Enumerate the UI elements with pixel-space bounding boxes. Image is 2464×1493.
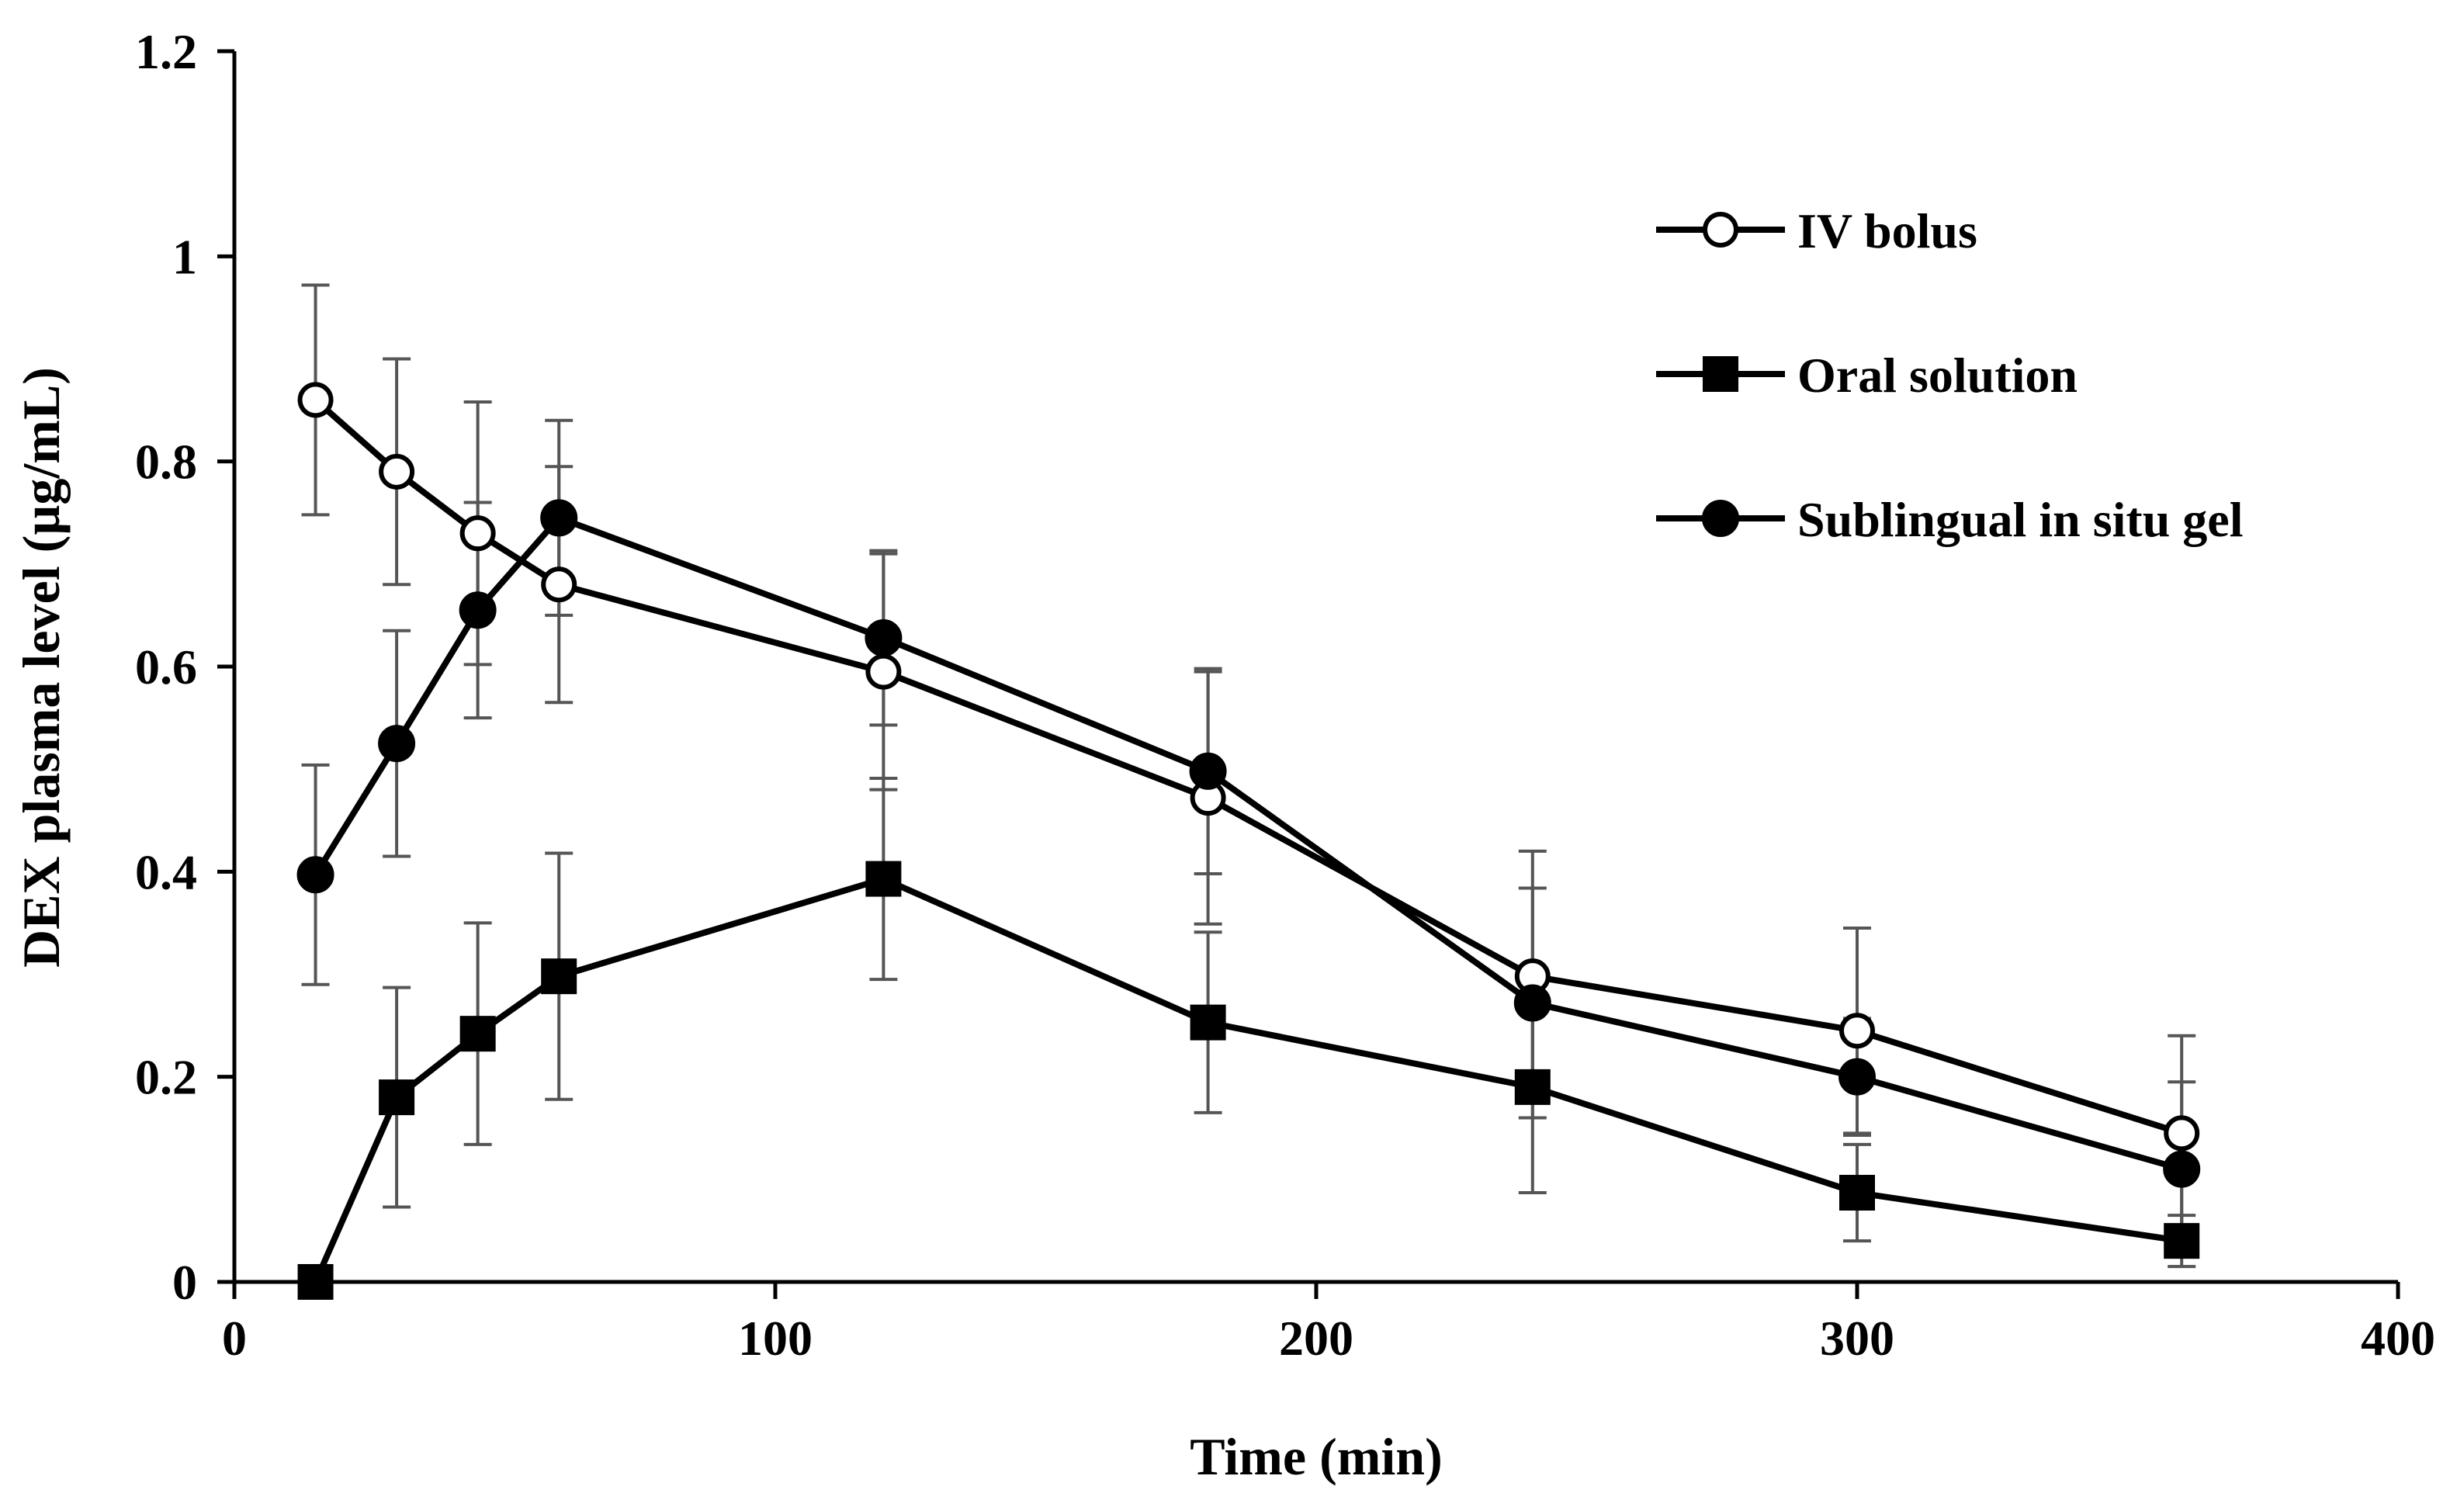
legend: IV bolus Oral solution Sublingual in situ … bbox=[1656, 203, 2243, 547]
data-point-sublingual-in-situ-gel bbox=[540, 499, 578, 537]
data-point-iv-bolus bbox=[379, 453, 415, 490]
data-point-iv-bolus bbox=[541, 566, 577, 603]
x-tick-label: 400 bbox=[2361, 1311, 2435, 1366]
data-point-sublingual-in-situ-gel bbox=[865, 618, 903, 656]
legend-label: Sublingual in situ gel bbox=[1797, 492, 2243, 547]
data-point-iv-bolus bbox=[1839, 1013, 1875, 1049]
legend-label: IV bolus bbox=[1797, 203, 1977, 258]
data-point-oral-solution bbox=[1514, 1069, 1551, 1105]
data-point-sublingual-in-situ-gel bbox=[459, 591, 497, 629]
series-line-sublingual-in-situ-gel bbox=[313, 514, 2183, 1173]
axes: 0 0.2 0.4 0.6 0.8 1 1.2 0 100 200 300 400 bbox=[135, 24, 2435, 1366]
data-point-sublingual-in-situ-gel bbox=[1189, 752, 1227, 790]
data-point-oral-solution bbox=[865, 861, 902, 897]
data-point-oral-solution bbox=[1190, 1004, 1226, 1041]
legend-marker bbox=[1703, 212, 1738, 248]
data-point-oral-solution bbox=[2164, 1223, 2200, 1259]
x-ticks: 0 100 200 300 400 bbox=[222, 1282, 2435, 1366]
y-ticks: 0 0.2 0.4 0.6 0.8 1 1.2 bbox=[135, 24, 234, 1310]
data-point-sublingual-in-situ-gel bbox=[296, 856, 334, 894]
data-point-sublingual-in-situ-gel bbox=[2163, 1150, 2201, 1188]
data-point-sublingual-in-situ-gel bbox=[1513, 984, 1551, 1022]
y-tick-label: 1.2 bbox=[135, 24, 197, 79]
x-tick-label: 100 bbox=[738, 1311, 813, 1366]
y-tick-label: 1 bbox=[172, 229, 197, 284]
x-tick-label: 300 bbox=[1820, 1311, 1894, 1366]
legend-label: Oral solution bbox=[1797, 348, 2078, 403]
data-point-iv-bolus bbox=[865, 653, 902, 690]
data-point-oral-solution bbox=[379, 1079, 415, 1116]
data-point-oral-solution bbox=[541, 958, 577, 995]
y-tick-label: 0 bbox=[172, 1255, 197, 1310]
y-tick-label: 0.6 bbox=[135, 639, 197, 695]
y-tick-label: 0.8 bbox=[135, 435, 197, 490]
legend-marker bbox=[1703, 356, 1738, 392]
y-axis-label: DEX plasma level (µg/mL) bbox=[12, 367, 71, 968]
x-tick-label: 200 bbox=[1279, 1311, 1353, 1366]
legend-item-iv-bolus: IV bolus bbox=[1656, 203, 1977, 258]
data-point-iv-bolus bbox=[297, 382, 334, 418]
data-point-iv-bolus bbox=[459, 515, 496, 552]
legend-item-oral-solution: Oral solution bbox=[1656, 348, 2078, 403]
data-point-iv-bolus bbox=[2164, 1115, 2200, 1152]
data-point-oral-solution bbox=[1839, 1175, 1875, 1211]
series-line-oral-solution bbox=[312, 875, 2182, 1283]
y-tick-label: 0.4 bbox=[135, 844, 197, 899]
plot-area bbox=[296, 283, 2201, 1300]
error-bars bbox=[301, 283, 2196, 1269]
x-axis-label: Time (min) bbox=[1190, 1427, 1443, 1486]
legend-item-sublingual-in-situ-gel: Sublingual in situ gel bbox=[1656, 492, 2243, 547]
data-point-sublingual-in-situ-gel bbox=[378, 725, 416, 763]
series-markers bbox=[296, 382, 2201, 1300]
legend-marker bbox=[1702, 500, 1739, 537]
x-tick-label: 0 bbox=[222, 1311, 247, 1366]
data-point-sublingual-in-situ-gel bbox=[1838, 1058, 1876, 1096]
y-tick-label: 0.2 bbox=[135, 1050, 197, 1105]
data-point-oral-solution bbox=[459, 1016, 496, 1052]
